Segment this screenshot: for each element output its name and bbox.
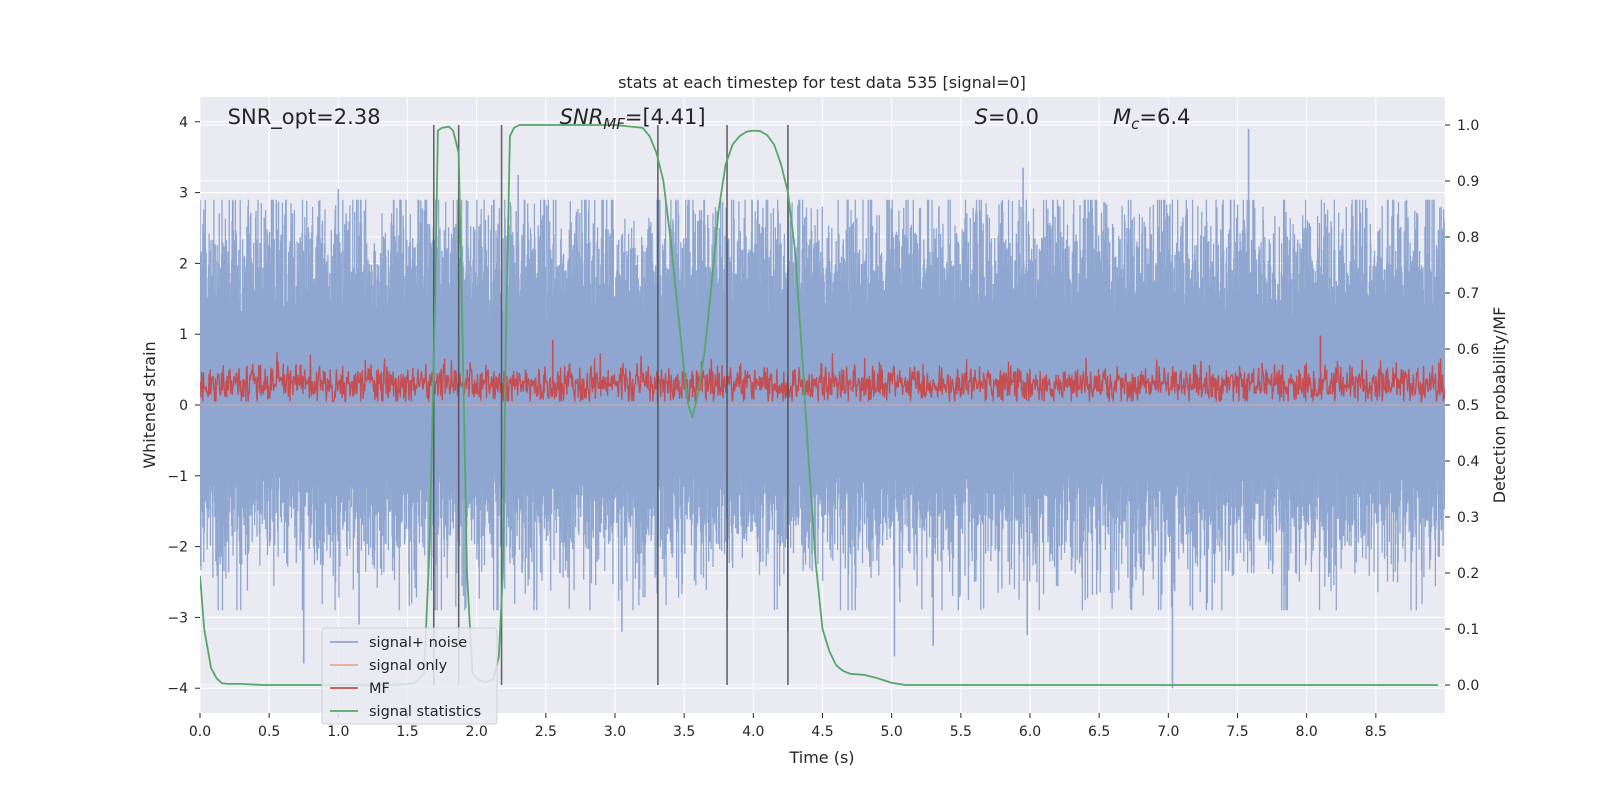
x-axis-label: Time (s): [788, 748, 854, 767]
y2-tick-label-2: 0.2: [1457, 566, 1479, 582]
annotation-0: SNR_opt=2.38: [228, 105, 381, 130]
y2-tick-label-7: 0.7: [1457, 286, 1479, 302]
legend-label-2: MF: [369, 681, 390, 697]
x-tick-label-14: 7.0: [1157, 724, 1179, 740]
y2-tick-label-9: 0.9: [1457, 174, 1479, 190]
y2-tick-label-5: 0.5: [1457, 398, 1479, 414]
y2-tick-label-4: 0.4: [1457, 454, 1479, 470]
x-tick-label-9: 4.5: [811, 724, 833, 740]
y-tick-label-3: −1: [167, 469, 188, 485]
y-tick-label-7: 3: [179, 186, 188, 202]
legend-label-3: signal statistics: [369, 704, 481, 720]
y2-tick-label-3: 0.3: [1457, 510, 1479, 526]
x-tick-label-8: 4.0: [742, 724, 764, 740]
x-tick-label-2: 1.0: [327, 724, 349, 740]
y2-axis-label: Detection probability/MF: [1490, 307, 1509, 504]
legend-box: [321, 627, 498, 725]
x-tick-label-6: 3.0: [604, 724, 626, 740]
x-tick-label-0: 0.0: [189, 724, 211, 740]
annotation-1: SNRMF=[4.41]: [560, 105, 706, 133]
y2-tick-label-0: 0.0: [1457, 678, 1479, 694]
y-tick-label-6: 2: [179, 256, 188, 272]
vertical-markers: [432, 125, 789, 685]
x-tick-label-13: 6.5: [1088, 724, 1110, 740]
x-tick-label-4: 2.0: [466, 724, 488, 740]
x-tick-label-3: 1.5: [396, 724, 418, 740]
annotation-2: S=0.0: [975, 105, 1039, 129]
x-tick-label-17: 8.5: [1365, 724, 1387, 740]
y2-tick-label-8: 0.8: [1457, 230, 1479, 246]
legend-label-1: signal only: [369, 658, 448, 674]
annotation-3: Mc=6.4: [1113, 105, 1190, 133]
series-mf-line: [200, 351, 1445, 404]
x-tick-label-16: 8.0: [1296, 724, 1318, 740]
y-tick-label-1: −3: [167, 610, 188, 626]
y2-axis-ticks: 0.0 0.1 0.2 0.3 0.4 0.5 0.6 0.7 0.8 0.9 1.0: [1445, 118, 1479, 694]
series-mf: [200, 335, 1445, 404]
y2-tick-label-10: 1.0: [1457, 118, 1479, 134]
legend: signal+ noise signal only MF signal statist…: [321, 627, 498, 725]
y-tick-label-8: 4: [179, 115, 188, 131]
annotations: SNR_opt=2.38 SNRMF=[4.41] S=0.0 Mc=6.4: [228, 105, 1191, 133]
y-tick-label-5: 1: [179, 327, 188, 343]
x-tick-label-7: 3.5: [673, 724, 695, 740]
legend-label-0: signal+ noise: [369, 635, 467, 651]
y-tick-label-2: −2: [167, 540, 188, 556]
y-tick-label-0: −4: [167, 681, 188, 697]
x-tick-label-10: 5.0: [881, 724, 903, 740]
chart-title: stats at each timestep for test data 535…: [618, 73, 1026, 92]
x-tick-label-1: 0.5: [258, 724, 280, 740]
y-axis-ticks: −4 −3 −2 −1 0 1 2 3 4: [167, 115, 200, 697]
x-tick-label-12: 6.0: [1019, 724, 1041, 740]
y2-tick-label-6: 0.6: [1457, 342, 1479, 358]
x-tick-label-5: 2.5: [535, 724, 557, 740]
x-axis-ticks: 0.0 0.5 1.0 1.5 2.0 2.5 3.0 3.5 4.0 4.5 5.0 5.5 6.0 6…: [189, 713, 1387, 740]
x-tick-label-15: 7.5: [1226, 724, 1248, 740]
x-tick-label-11: 5.5: [950, 724, 972, 740]
y2-tick-label-1: 0.1: [1457, 622, 1479, 638]
y-axis-label: Whitened strain: [140, 341, 159, 468]
y-tick-label-4: 0: [179, 398, 188, 414]
